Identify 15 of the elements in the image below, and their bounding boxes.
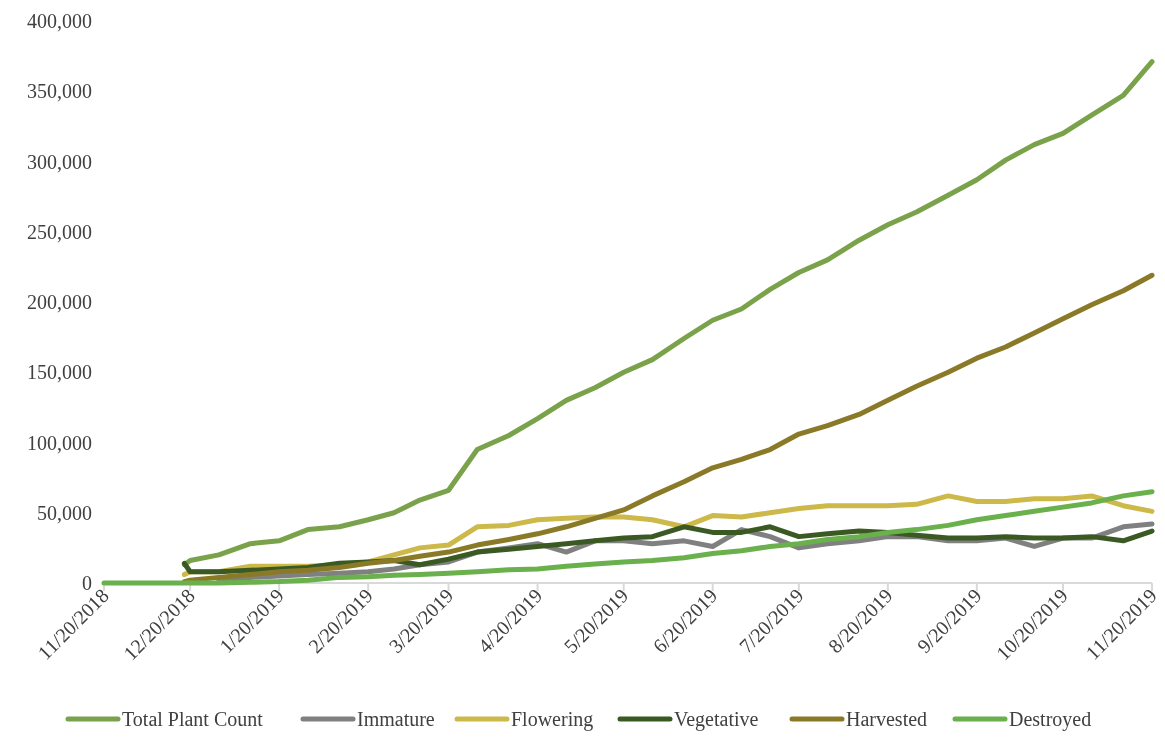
y-tick-label: 300,000 [27, 150, 92, 173]
legend-label: Total Plant Count [122, 708, 264, 730]
y-tick-label: 250,000 [27, 220, 92, 243]
legend-label: Flowering [511, 708, 594, 731]
y-tick-label: 350,000 [27, 80, 92, 103]
y-tick-label: 0 [82, 572, 92, 594]
y-tick-label: 50,000 [37, 501, 92, 524]
y-tick-label: 100,000 [27, 431, 92, 454]
legend-label: Destroyed [1009, 708, 1092, 731]
legend-label: Immature [357, 708, 435, 730]
y-tick-label: 150,000 [27, 361, 92, 384]
legend-label: Vegetative [674, 708, 759, 731]
y-tick-label: 200,000 [27, 291, 92, 313]
y-tick-label: 400,000 [27, 10, 92, 32]
legend-label: Harvested [846, 708, 928, 730]
